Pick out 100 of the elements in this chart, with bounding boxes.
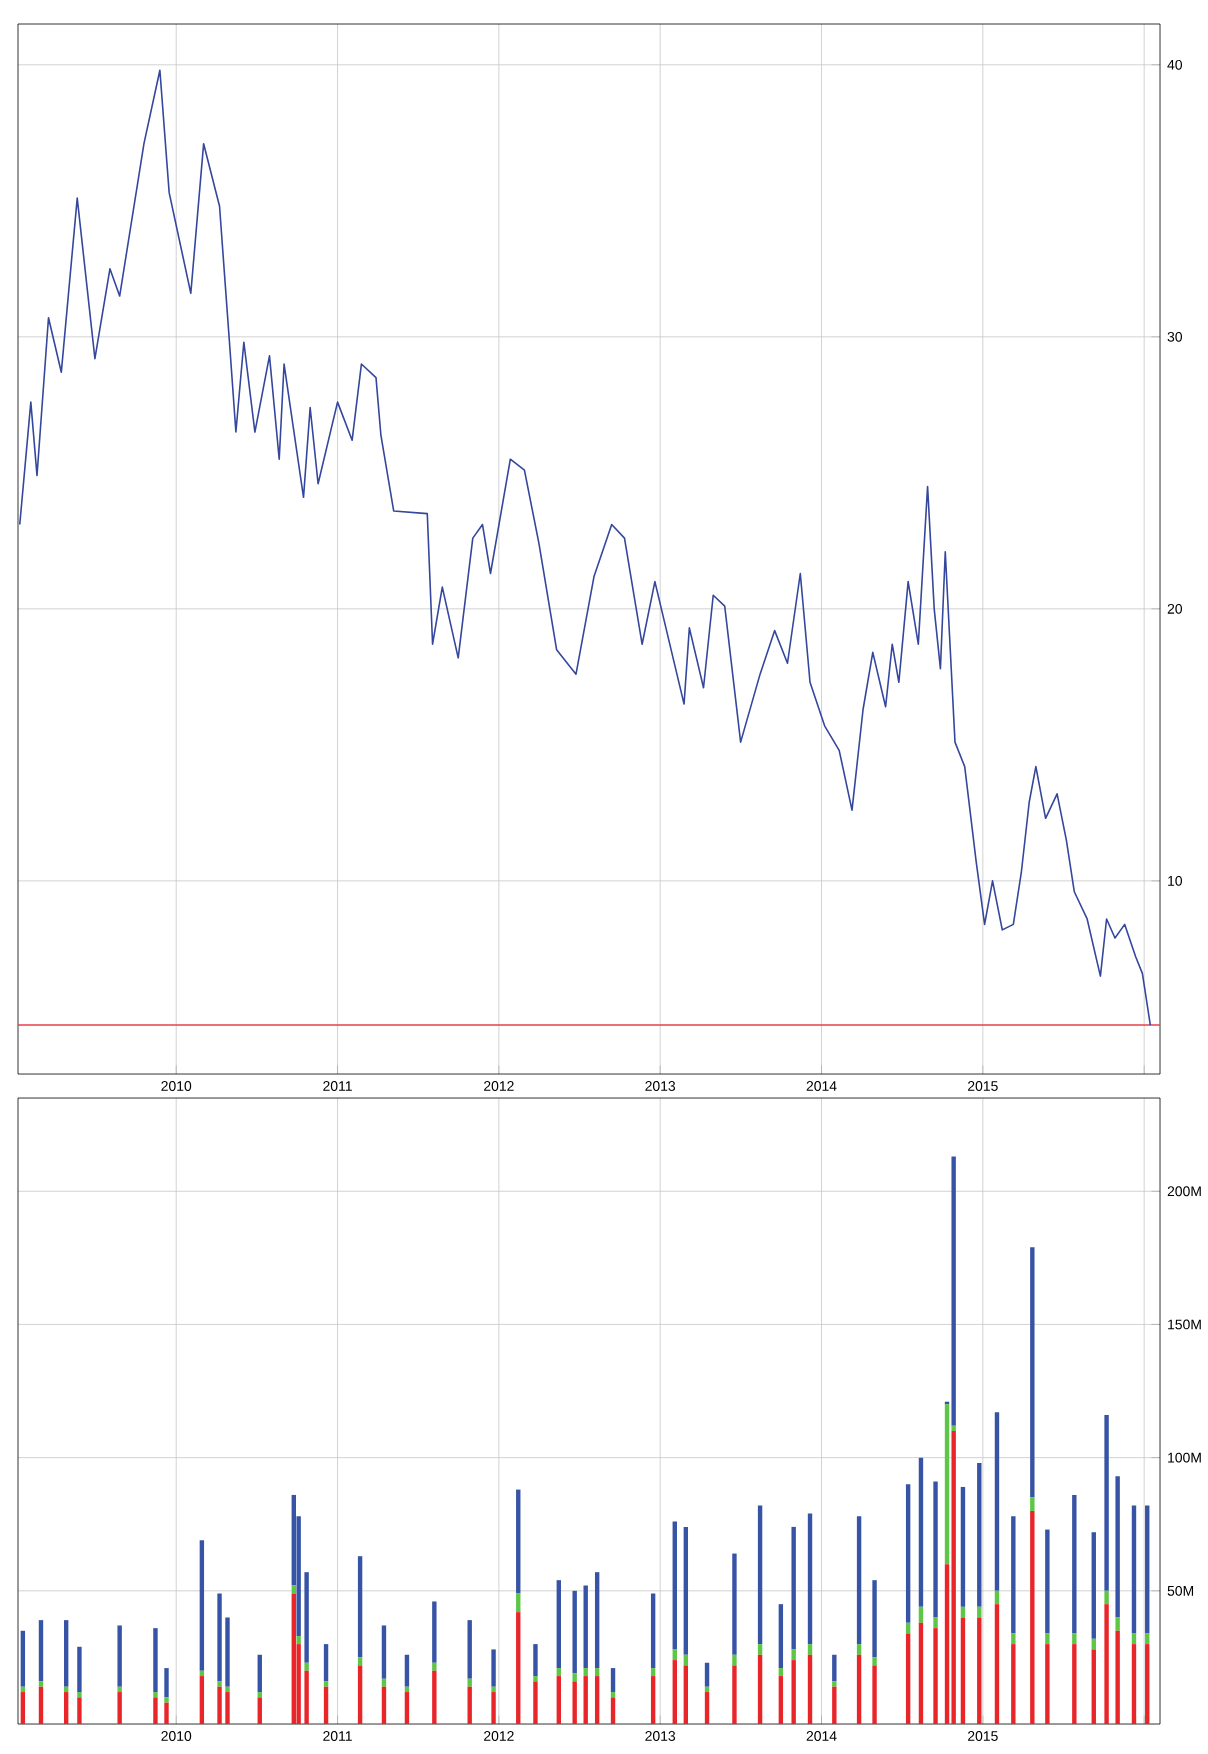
bar xyxy=(918,1606,924,1623)
bar xyxy=(732,1665,737,1725)
bar xyxy=(672,1521,677,1650)
bar xyxy=(807,1644,813,1655)
bar xyxy=(994,1412,1000,1591)
bar xyxy=(1115,1630,1120,1725)
bar xyxy=(1045,1644,1050,1725)
bar xyxy=(1011,1516,1016,1634)
bar xyxy=(556,1580,562,1669)
bar xyxy=(164,1702,169,1725)
bar xyxy=(1030,1247,1035,1498)
bar xyxy=(856,1516,862,1645)
bar xyxy=(291,1593,296,1725)
bar xyxy=(1104,1415,1109,1591)
bar xyxy=(257,1654,262,1693)
bar xyxy=(832,1681,837,1687)
bar xyxy=(951,1430,956,1725)
bar xyxy=(1045,1633,1050,1645)
bar xyxy=(153,1692,158,1698)
bar xyxy=(672,1660,677,1725)
bar xyxy=(610,1697,616,1725)
bar xyxy=(732,1654,737,1666)
bar xyxy=(257,1697,262,1725)
bar xyxy=(516,1593,521,1613)
bar xyxy=(1131,1505,1137,1634)
bar xyxy=(977,1462,982,1607)
bar xyxy=(533,1676,538,1682)
bar xyxy=(77,1692,82,1698)
bar xyxy=(683,1665,689,1725)
bar xyxy=(556,1668,562,1677)
bar xyxy=(164,1668,169,1698)
bar xyxy=(77,1697,82,1725)
bar xyxy=(491,1649,496,1687)
bar xyxy=(199,1540,205,1671)
bar xyxy=(583,1668,588,1677)
bar xyxy=(381,1686,387,1725)
bar xyxy=(1072,1644,1077,1725)
bar xyxy=(856,1644,862,1655)
bar xyxy=(357,1665,363,1725)
bar xyxy=(323,1644,329,1682)
bar xyxy=(1011,1633,1016,1645)
bar xyxy=(217,1681,222,1687)
bar xyxy=(951,1156,956,1426)
bar xyxy=(757,1505,763,1645)
bar xyxy=(533,1681,538,1725)
bar xyxy=(491,1686,496,1693)
bar xyxy=(905,1633,911,1725)
bar xyxy=(467,1620,472,1679)
bar xyxy=(572,1673,577,1682)
bar xyxy=(1072,1633,1077,1645)
bar xyxy=(1145,1633,1150,1645)
bar xyxy=(1045,1529,1050,1634)
bar xyxy=(217,1593,222,1682)
bar xyxy=(117,1625,122,1687)
bar xyxy=(381,1625,387,1679)
bar xyxy=(38,1681,44,1687)
bar xyxy=(791,1660,796,1725)
bar xyxy=(832,1654,837,1682)
bar xyxy=(404,1692,410,1725)
bar xyxy=(1030,1497,1035,1511)
bar xyxy=(217,1686,222,1725)
bar xyxy=(704,1662,710,1687)
bar xyxy=(357,1556,363,1658)
bar xyxy=(1072,1494,1077,1634)
bar xyxy=(594,1676,600,1725)
bar xyxy=(872,1657,877,1666)
bar xyxy=(610,1668,616,1693)
bar xyxy=(304,1662,309,1671)
bar xyxy=(533,1644,538,1677)
bar xyxy=(1091,1649,1096,1725)
bar xyxy=(704,1692,710,1725)
bar xyxy=(1104,1604,1109,1725)
bar xyxy=(1145,1644,1150,1725)
bar xyxy=(20,1630,26,1687)
bar xyxy=(1115,1476,1120,1618)
bar xyxy=(856,1654,862,1725)
bar xyxy=(905,1484,911,1623)
bar xyxy=(650,1676,656,1725)
bar xyxy=(432,1601,437,1663)
bar xyxy=(778,1668,784,1677)
bar xyxy=(357,1657,363,1666)
bar xyxy=(20,1692,26,1725)
line-series xyxy=(18,69,1152,1026)
bar xyxy=(672,1649,677,1661)
bar xyxy=(556,1676,562,1725)
bar xyxy=(432,1670,437,1725)
bar xyxy=(807,1513,813,1645)
bar xyxy=(77,1646,82,1693)
bar xyxy=(918,1457,924,1607)
bar xyxy=(1131,1644,1137,1725)
bar xyxy=(153,1697,158,1725)
bar xyxy=(381,1678,387,1687)
bar xyxy=(944,1404,950,1565)
bar xyxy=(683,1526,689,1655)
bar xyxy=(594,1668,600,1677)
bar xyxy=(872,1665,877,1725)
bar xyxy=(1011,1644,1016,1725)
bar xyxy=(1091,1532,1096,1639)
bar xyxy=(1104,1590,1109,1605)
bar xyxy=(650,1668,656,1677)
